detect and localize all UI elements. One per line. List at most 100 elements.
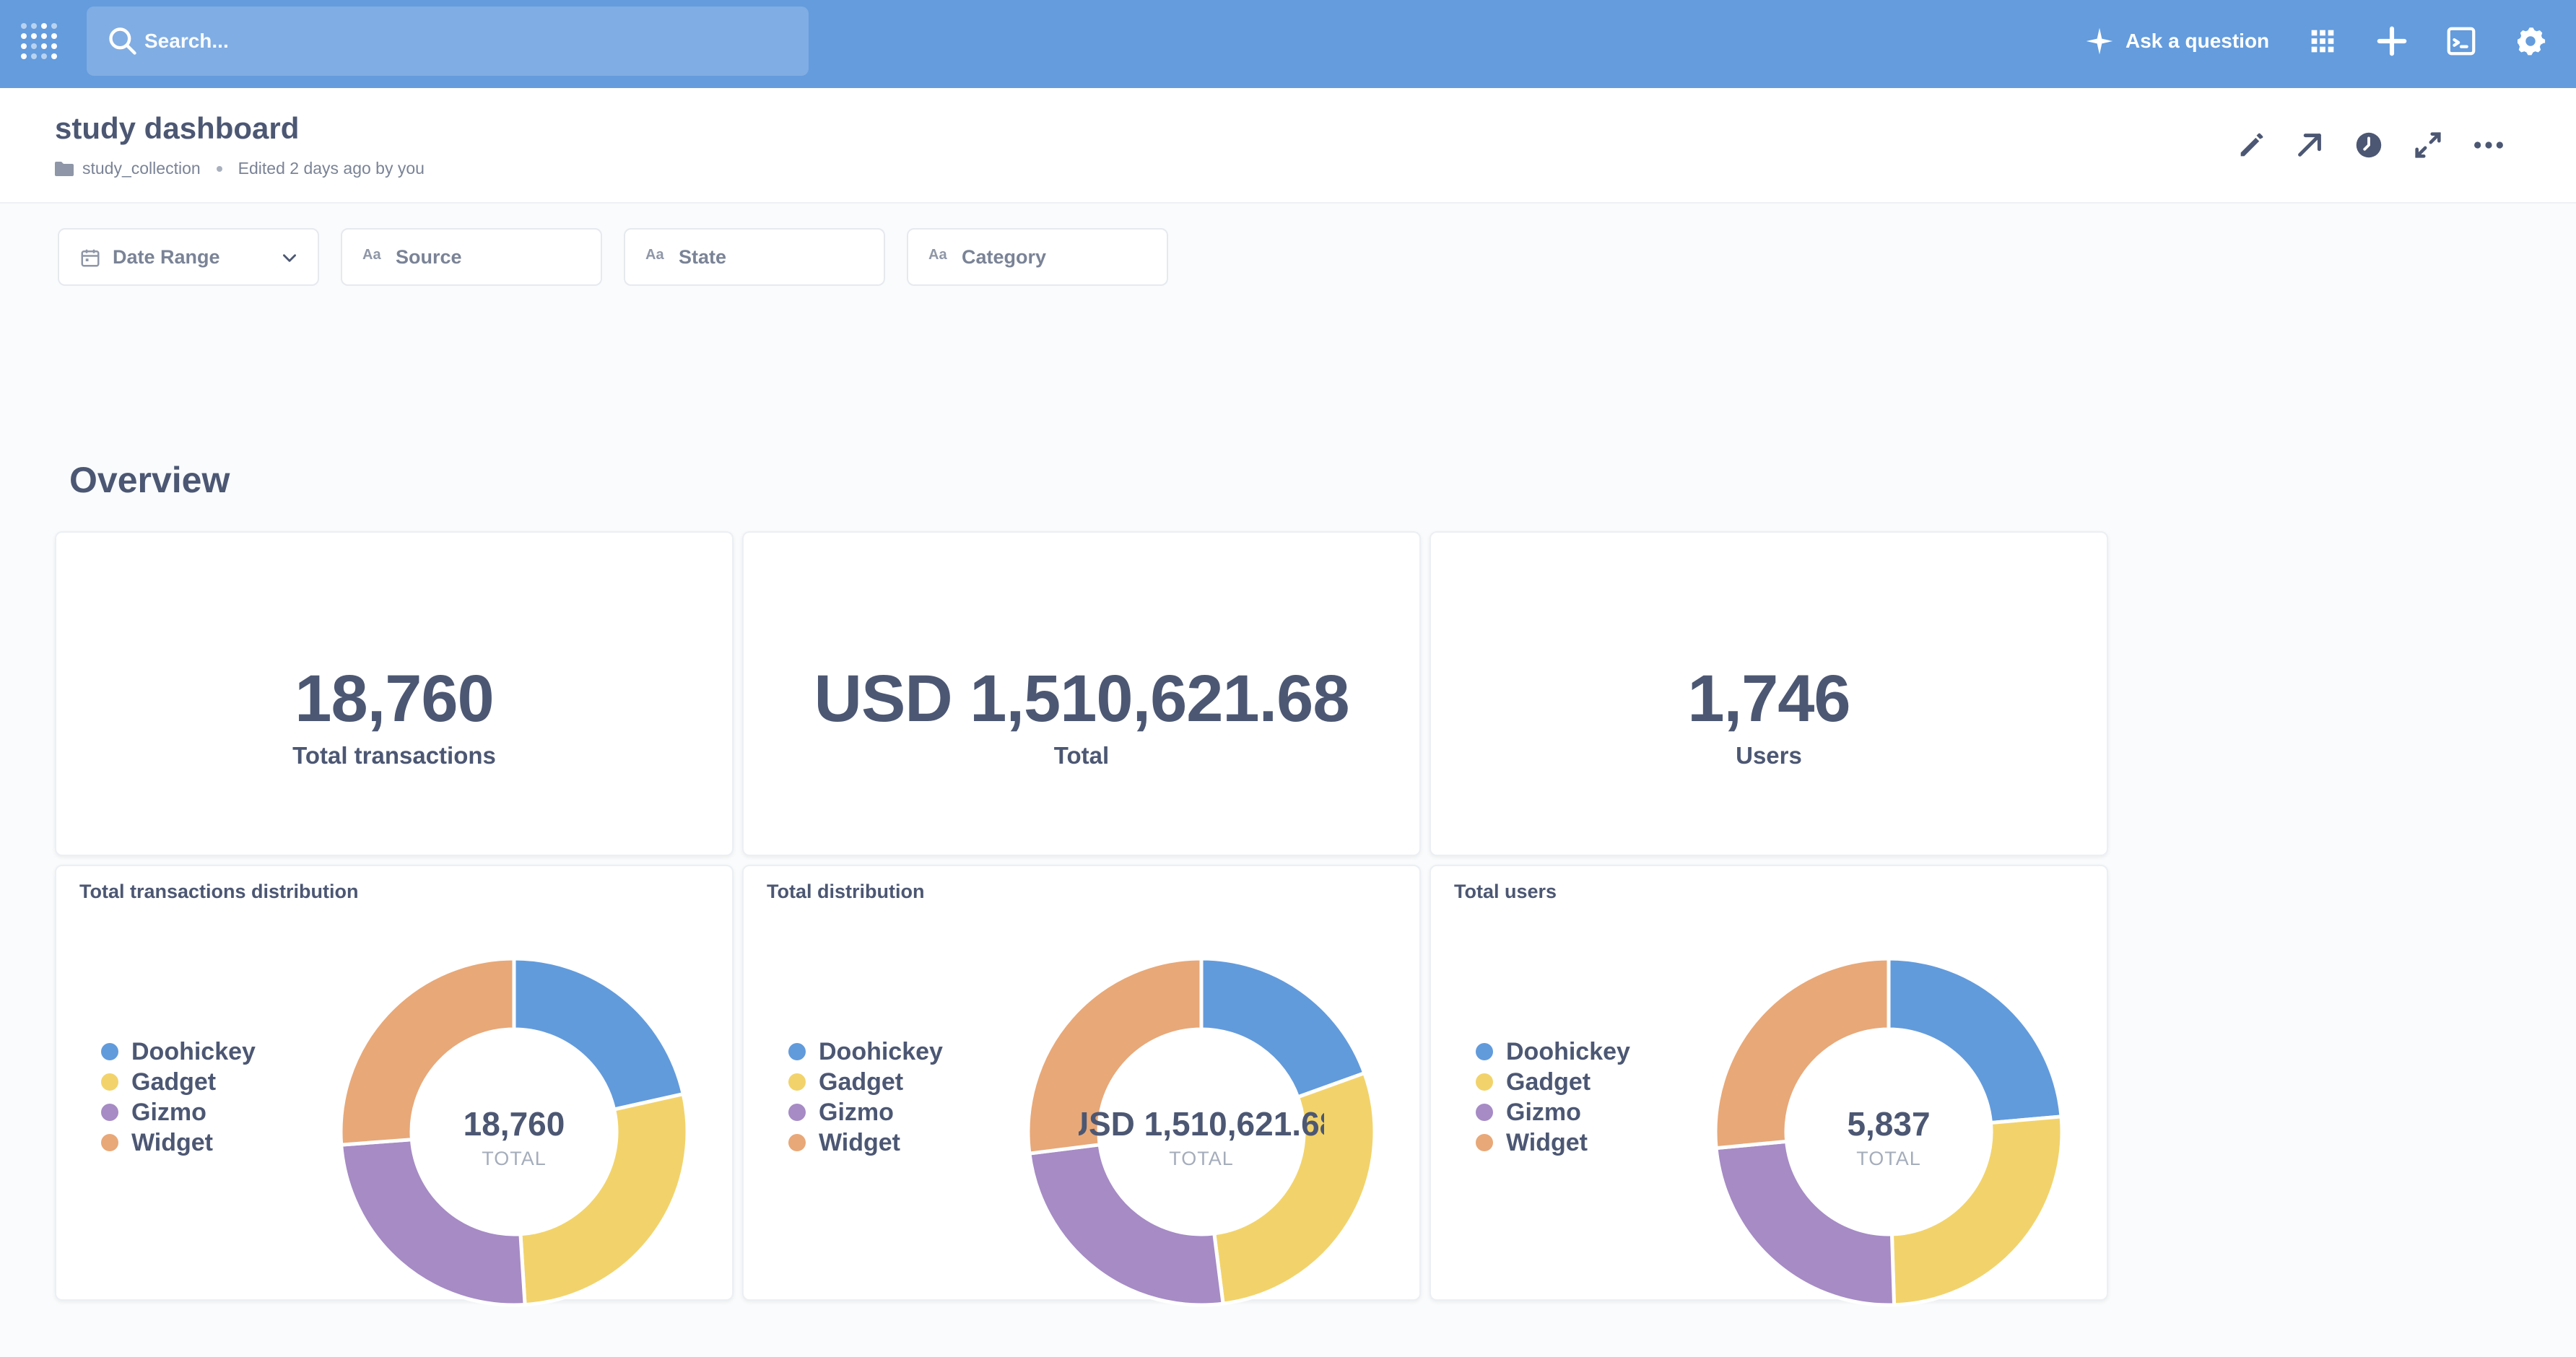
donut-slice-widget[interactable] bbox=[339, 956, 516, 1147]
plus-icon[interactable] bbox=[2375, 25, 2409, 58]
scalar-card-transactions[interactable]: 18,760 Total transactions bbox=[55, 531, 734, 856]
sql-editor-icon[interactable] bbox=[2445, 25, 2478, 58]
ask-question-label: Ask a question bbox=[2125, 30, 2270, 52]
fullscreen-icon[interactable] bbox=[2411, 128, 2445, 162]
legend-item[interactable]: Gadget bbox=[788, 1067, 943, 1097]
filter-state[interactable]: Aa State bbox=[624, 228, 885, 286]
search-icon bbox=[109, 27, 136, 55]
scalar-label[interactable]: Users bbox=[1736, 742, 1802, 769]
legend-label: Doohickey bbox=[819, 1037, 943, 1065]
filter-label: Source bbox=[396, 246, 462, 268]
donut-chart[interactable]: USD 1,510,621.68 TOTAL bbox=[985, 915, 1418, 1348]
page-title[interactable]: study dashboard bbox=[55, 111, 300, 145]
donut-card-users[interactable]: Total users Doohickey Gadget Gizmo Widget 5… bbox=[1430, 865, 2108, 1307]
filter-label: Date Range bbox=[113, 246, 220, 268]
donut-slice-gadget[interactable] bbox=[1212, 1070, 1377, 1306]
collection-link[interactable]: study_collection bbox=[82, 159, 201, 178]
filter-category[interactable]: Aa Category bbox=[907, 228, 1168, 286]
legend-swatch bbox=[101, 1104, 118, 1121]
legend-label: Doohickey bbox=[131, 1037, 256, 1065]
legend-label: Gizmo bbox=[1506, 1098, 1581, 1126]
metabase-logo-icon[interactable] bbox=[20, 22, 61, 65]
donut-slice-doohickey[interactable] bbox=[1199, 956, 1367, 1100]
text-type-icon: Aa bbox=[362, 247, 381, 263]
donut-svg bbox=[1026, 956, 1377, 1307]
legend-item[interactable]: Gadget bbox=[1476, 1067, 1630, 1097]
section-heading: Overview bbox=[69, 460, 230, 500]
legend-item[interactable]: Widget bbox=[788, 1127, 943, 1158]
search-input[interactable]: Search... bbox=[87, 6, 809, 76]
donut-slice-gizmo[interactable] bbox=[1027, 1143, 1225, 1307]
card-title[interactable]: Total distribution bbox=[767, 881, 925, 902]
donut-chart[interactable]: 5,837 TOTAL bbox=[1672, 915, 2105, 1348]
scalar-value: USD 1,510,621.68 bbox=[814, 662, 1350, 736]
text-type-icon: Aa bbox=[645, 247, 664, 263]
legend-swatch bbox=[1476, 1043, 1493, 1060]
legend-item[interactable]: Gadget bbox=[101, 1067, 256, 1097]
donut-slice-gadget[interactable] bbox=[518, 1091, 689, 1307]
donut-slice-widget[interactable] bbox=[1026, 956, 1204, 1156]
filter-source[interactable]: Aa Source bbox=[341, 228, 602, 286]
card-title[interactable]: Total transactions distribution bbox=[79, 881, 359, 902]
search-placeholder: Search... bbox=[144, 30, 229, 52]
legend-item[interactable]: Widget bbox=[1476, 1127, 1630, 1158]
legend-label: Gizmo bbox=[131, 1098, 206, 1126]
legend-swatch bbox=[788, 1043, 806, 1060]
ask-question-button[interactable]: Ask a question bbox=[2085, 0, 2269, 82]
donut-center-label: TOTAL bbox=[482, 1148, 547, 1169]
legend-swatch bbox=[1476, 1104, 1493, 1121]
legend-item[interactable]: Doohickey bbox=[788, 1037, 943, 1067]
legend-item[interactable]: Gizmo bbox=[1476, 1097, 1630, 1127]
donut-card-transactions[interactable]: Total transactions distribution Doohicke… bbox=[55, 865, 734, 1307]
donut-center: 18,760 TOTAL bbox=[391, 915, 637, 1348]
more-options-icon[interactable] bbox=[2472, 128, 2505, 162]
donut-chart[interactable]: 18,760 TOTAL bbox=[297, 915, 731, 1348]
donut-center: USD 1,510,621.68 TOTAL bbox=[1079, 915, 1324, 1348]
edited-info[interactable]: Edited 2 days ago by you bbox=[238, 159, 425, 178]
donut-slice-gadget[interactable] bbox=[1889, 1114, 2064, 1307]
legend-swatch bbox=[788, 1073, 806, 1091]
scalar-card-users[interactable]: 1,746 Users bbox=[1430, 531, 2108, 856]
legend-item[interactable]: Gizmo bbox=[788, 1097, 943, 1127]
legend-item[interactable]: Gizmo bbox=[101, 1097, 256, 1127]
chart-legend: Doohickey Gadget Gizmo Widget bbox=[788, 1037, 943, 1158]
scalar-value: 1,746 bbox=[1687, 662, 1850, 736]
legend-label: Gadget bbox=[131, 1068, 217, 1096]
donut-slice-gizmo[interactable] bbox=[339, 1138, 527, 1307]
gear-icon[interactable] bbox=[2514, 25, 2547, 58]
legend-item[interactable]: Doohickey bbox=[1476, 1037, 1630, 1067]
history-clock-icon[interactable] bbox=[2352, 128, 2385, 162]
apps-grid-icon[interactable] bbox=[2306, 25, 2339, 58]
donut-card-total[interactable]: Total distribution Doohickey Gadget Gizmo W… bbox=[742, 865, 1421, 1307]
scalar-label[interactable]: Total transactions bbox=[292, 742, 496, 769]
legend-label: Widget bbox=[131, 1128, 214, 1156]
filter-date-range[interactable]: Date Range bbox=[58, 228, 319, 286]
donut-slice-doohickey[interactable] bbox=[1887, 956, 2063, 1125]
top-navigation-bar: Search... Ask a question bbox=[0, 0, 2576, 88]
text-type-icon: Aa bbox=[928, 247, 947, 263]
legend-item[interactable]: Widget bbox=[101, 1127, 256, 1158]
donut-center-label: TOTAL bbox=[1856, 1148, 1921, 1169]
legend-label: Doohickey bbox=[1506, 1037, 1630, 1065]
legend-label: Gadget bbox=[819, 1068, 904, 1096]
legend-label: Gadget bbox=[1506, 1068, 1591, 1096]
donut-center-value: 18,760 bbox=[463, 1105, 565, 1143]
chart-legend: Doohickey Gadget Gizmo Widget bbox=[101, 1037, 256, 1158]
legend-label: Widget bbox=[1506, 1128, 1588, 1156]
card-title[interactable]: Total users bbox=[1454, 881, 1557, 902]
donut-slice-gizmo[interactable] bbox=[1714, 1139, 1897, 1307]
donut-svg bbox=[339, 956, 689, 1307]
dashboard-meta: study_collection Edited 2 days ago by yo… bbox=[55, 159, 425, 178]
legend-swatch bbox=[1476, 1073, 1493, 1091]
donut-slice-doohickey[interactable] bbox=[512, 956, 686, 1112]
donut-center-value: USD 1,510,621.68 bbox=[1079, 1105, 1324, 1143]
legend-item[interactable]: Doohickey bbox=[101, 1037, 256, 1067]
legend-swatch bbox=[101, 1073, 118, 1091]
donut-slice-widget[interactable] bbox=[1713, 956, 1891, 1151]
legend-swatch bbox=[101, 1043, 118, 1060]
scalar-label[interactable]: Total bbox=[1053, 742, 1110, 769]
pencil-icon[interactable] bbox=[2235, 128, 2268, 162]
share-arrow-icon[interactable] bbox=[2293, 128, 2326, 162]
scalar-card-total[interactable]: USD 1,510,621.68 Total bbox=[742, 531, 1421, 856]
dashboard-header: study dashboard study_collection Edited … bbox=[0, 88, 2576, 204]
